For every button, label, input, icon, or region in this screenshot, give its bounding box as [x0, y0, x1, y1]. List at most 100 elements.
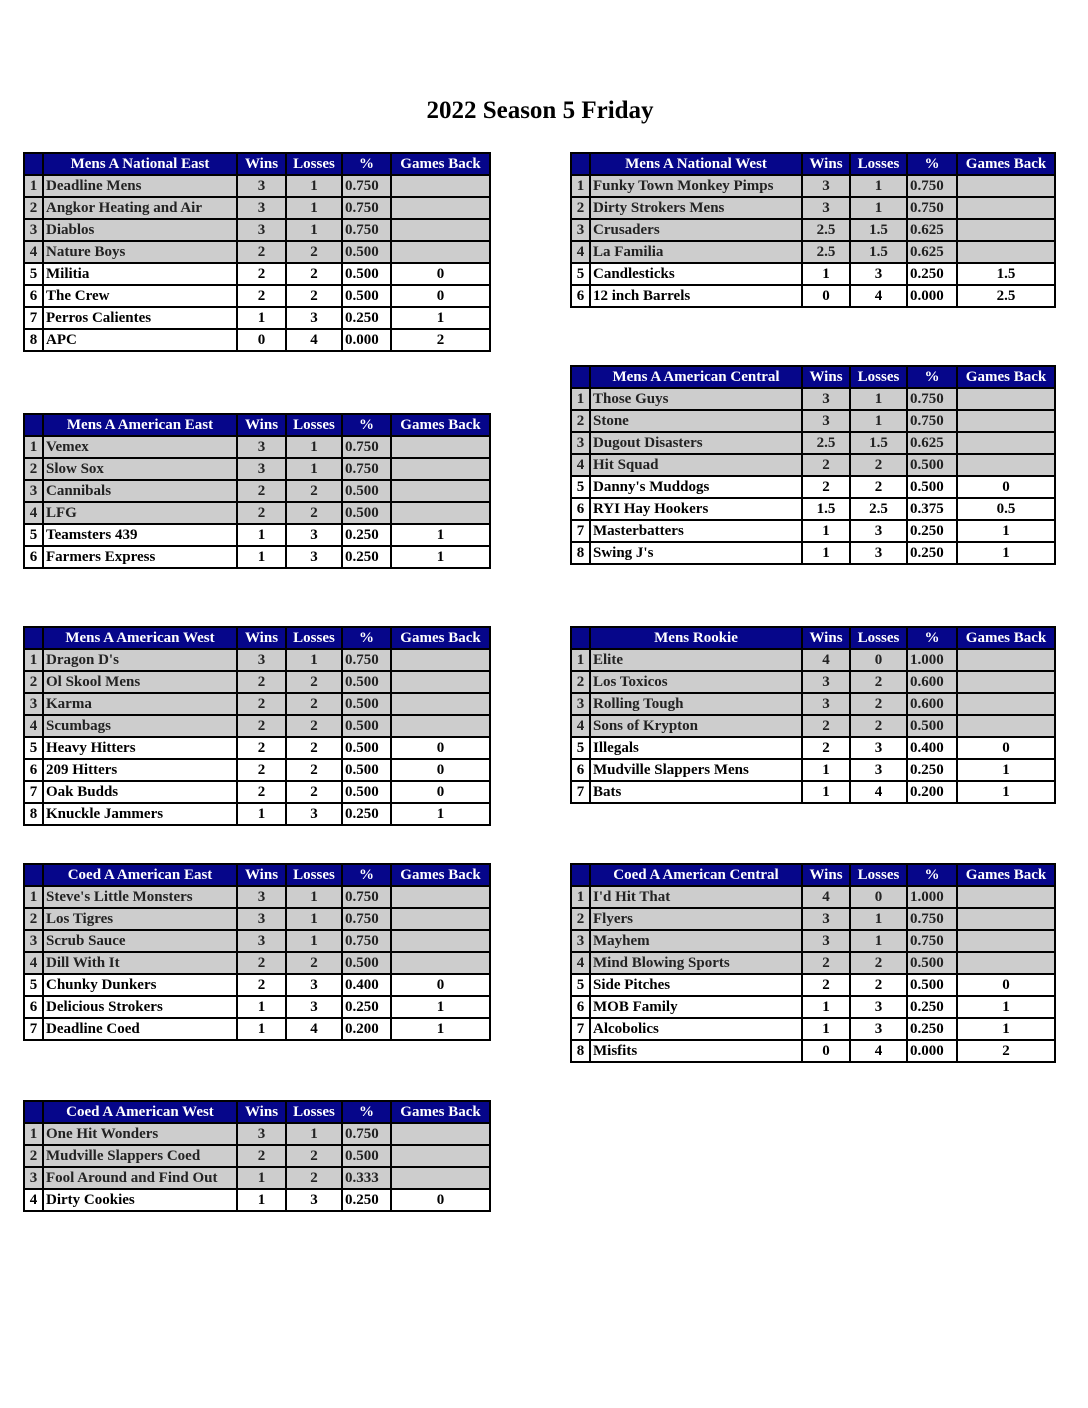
games-back-header: Games Back: [390, 626, 491, 650]
wins: 4: [801, 648, 851, 672]
table-row: 6 Mudville Slappers Mens 1 3 0.250 1: [570, 758, 1056, 782]
win-pct: 0.625: [906, 218, 958, 242]
team-name: La Familia: [589, 240, 803, 264]
table-row: 8 Knuckle Jammers 1 3 0.250 1: [23, 802, 491, 826]
rank: 4: [570, 714, 591, 738]
table-row: 1 I'd Hit That 4 0 1.000: [570, 885, 1056, 909]
losses: 2: [285, 501, 343, 525]
wins: 1: [236, 1166, 287, 1190]
division-name: Mens A National East: [42, 152, 238, 176]
losses: 2: [849, 475, 908, 499]
losses: 3: [285, 545, 343, 569]
rank: 1: [570, 387, 591, 411]
wins: 0: [801, 1039, 851, 1063]
losses: 3: [849, 736, 908, 760]
page-title: 2022 Season 5 Friday: [426, 97, 654, 124]
wins-header: Wins: [236, 626, 287, 650]
losses: 1: [849, 196, 908, 220]
games-back: 1: [956, 519, 1056, 543]
rank: 4: [570, 453, 591, 477]
wins: 1: [801, 541, 851, 565]
games-back: [390, 1144, 491, 1168]
losses: 1: [285, 929, 343, 953]
pct-header: %: [341, 152, 392, 176]
win-pct: 1.000: [906, 648, 958, 672]
games-back: [390, 174, 491, 198]
win-pct: 0.250: [906, 995, 958, 1019]
win-pct: 0.750: [906, 907, 958, 931]
pct-header: %: [906, 626, 958, 650]
table-row: 2 Ol Skool Mens 2 2 0.500: [23, 670, 491, 694]
table-row: 4 Sons of Krypton 2 2 0.500: [570, 714, 1056, 738]
team-name: Los Toxicos: [589, 670, 803, 694]
rank: 3: [23, 1166, 44, 1190]
games-back-header: Games Back: [390, 1100, 491, 1124]
team-name: Funky Town Monkey Pimps: [589, 174, 803, 198]
losses: 3: [285, 802, 343, 826]
wins: 2: [236, 240, 287, 264]
wins: 1: [236, 545, 287, 569]
rank: 3: [570, 929, 591, 953]
win-pct: 0.750: [341, 174, 392, 198]
team-name: Farmers Express: [42, 545, 238, 569]
rank: 2: [570, 409, 591, 433]
games-back: [956, 929, 1056, 953]
rank: 1: [23, 1122, 44, 1146]
table-row: 7 Bats 1 4 0.200 1: [570, 780, 1056, 804]
win-pct: 0.500: [341, 758, 392, 782]
win-pct: 0.750: [341, 196, 392, 220]
division-name: Mens A American West: [42, 626, 238, 650]
team-name: Sons of Krypton: [589, 714, 803, 738]
wins: 3: [236, 929, 287, 953]
losses: 3: [285, 1188, 343, 1212]
games-back: [956, 692, 1056, 716]
win-pct: 0.500: [341, 780, 392, 804]
games-back-header: Games Back: [956, 152, 1056, 176]
table-row: 2 Flyers 3 1 0.750: [570, 907, 1056, 931]
wins: 2: [236, 951, 287, 975]
team-name: Slow Sox: [42, 457, 238, 481]
games-back: [956, 240, 1056, 264]
rank: 3: [570, 692, 591, 716]
rank: 4: [23, 240, 44, 264]
losses: 1: [285, 196, 343, 220]
losses-header: Losses: [285, 1100, 343, 1124]
games-back: 0: [390, 736, 491, 760]
team-name: Militia: [42, 262, 238, 286]
table-row: 2 Angkor Heating and Air 3 1 0.750: [23, 196, 491, 220]
win-pct: 0.625: [906, 240, 958, 264]
losses: 4: [849, 1039, 908, 1063]
losses: 4: [285, 1017, 343, 1041]
win-pct: 0.200: [906, 780, 958, 804]
wins: 1: [236, 802, 287, 826]
rank: 6: [570, 497, 591, 521]
wins: 2.5: [801, 240, 851, 264]
team-name: Perros Calientes: [42, 306, 238, 330]
team-name: Dirty Strokers Mens: [589, 196, 803, 220]
losses: 0: [849, 885, 908, 909]
losses: 2.5: [849, 497, 908, 521]
losses: 2: [285, 780, 343, 804]
losses: 1: [849, 174, 908, 198]
table-row: 4 Dirty Cookies 1 3 0.250 0: [23, 1188, 491, 1212]
rank: 7: [570, 780, 591, 804]
wins: 1: [801, 519, 851, 543]
losses: 1: [849, 387, 908, 411]
games-back: [390, 885, 491, 909]
losses: 3: [849, 995, 908, 1019]
wins: 1.5: [801, 497, 851, 521]
team-name: Bats: [589, 780, 803, 804]
table-row: 8 APC 0 4 0.000 2: [23, 328, 491, 352]
team-name: Teamsters 439: [42, 523, 238, 547]
team-name: Mudville Slappers Coed: [42, 1144, 238, 1168]
losses: 2: [285, 670, 343, 694]
losses: 2: [849, 714, 908, 738]
win-pct: 0.250: [906, 1017, 958, 1041]
games-back: 1: [956, 541, 1056, 565]
losses-header: Losses: [849, 365, 908, 389]
win-pct: 0.375: [906, 497, 958, 521]
pct-header: %: [341, 626, 392, 650]
win-pct: 0.500: [341, 714, 392, 738]
games-back: [390, 218, 491, 242]
wins: 3: [236, 648, 287, 672]
